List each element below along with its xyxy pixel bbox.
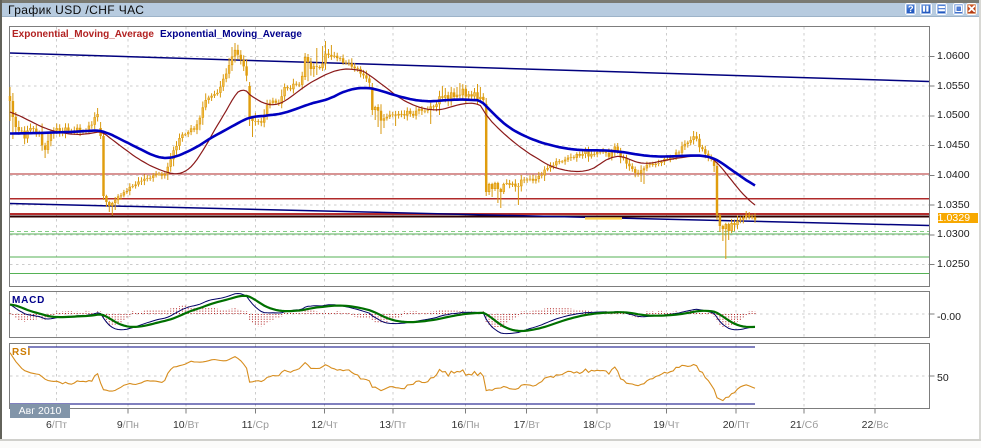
- svg-text:?: ?: [908, 4, 914, 13]
